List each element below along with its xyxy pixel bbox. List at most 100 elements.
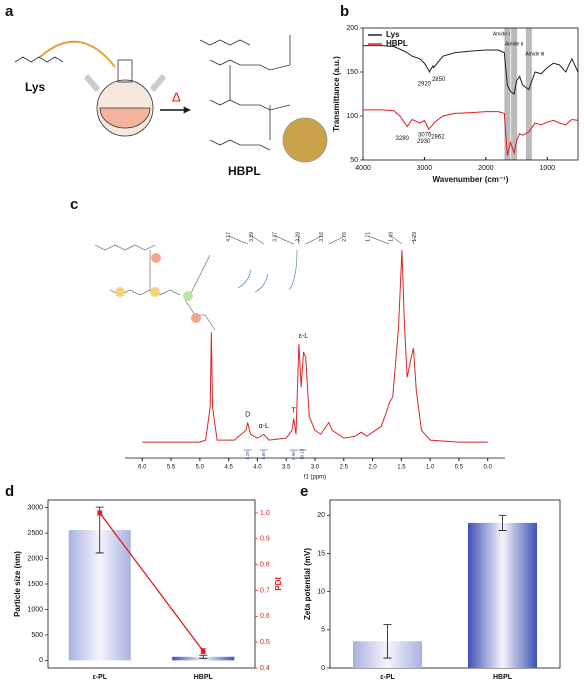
legend-label: HBPL	[386, 39, 408, 48]
y-tick-label: 150	[346, 69, 358, 76]
y-tick-label: 3000	[27, 504, 43, 511]
terminal-unit	[191, 313, 201, 323]
y-axis-label: Particle size (nm)	[13, 551, 22, 617]
x-axis-label: f1 (ppm)	[304, 475, 326, 481]
x-tick-label: 1.5	[397, 465, 406, 471]
molecule	[94, 244, 216, 331]
peak-leader	[305, 235, 322, 245]
peak-label: 1.29	[412, 232, 418, 242]
peak-label: 2.76	[342, 232, 348, 242]
assignment-label: α-L	[259, 423, 269, 430]
x-tick-label: 5.0	[196, 465, 205, 471]
band	[504, 28, 511, 160]
y-tick-label: 0.5	[260, 639, 270, 646]
integral-label: 1.28	[245, 451, 250, 460]
arrow	[39, 40, 116, 68]
y-tick-label: 15	[317, 550, 325, 557]
peak-label: 3.89	[249, 232, 255, 242]
y-tick-label: 0.8	[260, 561, 270, 568]
peak-leader	[275, 235, 294, 245]
integral-label: 10.13	[300, 448, 305, 460]
integral-label: 1.00	[261, 451, 266, 460]
error-bar	[199, 654, 208, 659]
y-tick-label: 500	[31, 632, 43, 639]
hbpl-photo	[282, 117, 328, 163]
x-tick-label: 3.0	[311, 465, 320, 471]
y-tick-label: 1.0	[260, 510, 270, 517]
pdi-line	[99, 512, 204, 652]
panel-label: d	[5, 483, 14, 500]
linear-unit	[115, 287, 125, 297]
x-tick-label: 4.0	[253, 465, 262, 471]
peak-label: 1.49	[389, 232, 395, 242]
x-tick-label: 3000	[417, 165, 433, 172]
arrow-head	[183, 106, 191, 114]
peak-leader	[228, 235, 248, 245]
x-tick-label: 5.5	[167, 465, 176, 471]
flask-side-necks	[83, 74, 167, 92]
peak-leader	[251, 235, 264, 245]
linear-unit	[183, 291, 193, 301]
y2-axis-label: PDI	[274, 577, 283, 590]
bar	[468, 522, 537, 668]
pdi-marker	[97, 510, 103, 516]
error-bar	[498, 514, 507, 531]
band	[525, 28, 532, 160]
peak-leader	[413, 235, 415, 245]
assignment-label: ε-L	[299, 333, 308, 340]
panel-label: a	[5, 3, 14, 20]
peak-label: 4.17	[226, 232, 232, 242]
product-label: HBPL	[228, 164, 261, 178]
y-tick-label: 0.4	[260, 665, 270, 672]
peak-annotation: 2850	[432, 77, 446, 83]
y-tick-label: 0	[321, 665, 325, 672]
x-tick-label: 2.5	[340, 465, 349, 471]
y-tick-label: 10	[317, 588, 325, 595]
peak-leader	[328, 235, 345, 245]
panel-label: e	[300, 483, 308, 500]
x-tick-label: 2.0	[368, 465, 377, 471]
x-tick-label: 1000	[539, 165, 555, 172]
x-axis-label: Wavenumber (cm⁻¹)	[433, 175, 509, 184]
x-tick-label: 0.5	[455, 465, 464, 471]
y-tick-label: 2500	[27, 530, 43, 537]
x-tick-label: 4.5	[224, 465, 233, 471]
x-tick-label: 6.0	[138, 465, 147, 471]
flask-neck	[117, 59, 133, 83]
x-tick-label: 1.0	[426, 465, 435, 471]
integral-label: 0.96	[291, 451, 296, 460]
band-label: Amide Ⅰ	[493, 31, 510, 37]
peak-leader	[368, 235, 390, 245]
plot-frame	[329, 499, 561, 669]
x-tick-label: ε-PL	[380, 674, 395, 681]
series-line	[363, 45, 579, 95]
pdi-marker	[200, 648, 206, 654]
hbpl-structure	[199, 35, 291, 151]
y-tick-label: 5	[321, 627, 325, 634]
y-tick-label: 1500	[27, 581, 43, 588]
peak-annotation: 2862	[431, 134, 445, 140]
lys-structure	[14, 56, 64, 63]
x-tick-label: 2000	[478, 165, 494, 172]
scheme	[14, 35, 328, 163]
peak-label: 1.71	[365, 232, 371, 242]
flask-liquid	[99, 107, 151, 129]
assignment-label: D	[245, 411, 250, 418]
peak-label: 3.28	[296, 232, 302, 242]
plot-frame	[362, 27, 579, 161]
y-tick-label: 0.7	[260, 587, 270, 594]
y-tick-label: 0.9	[260, 536, 270, 543]
x-tick-label: 3.5	[282, 465, 291, 471]
integral-curves	[237, 249, 298, 293]
y-axis-label: Transmittance (a.u.)	[332, 56, 341, 132]
peak-leader	[298, 235, 300, 245]
error-bar	[383, 624, 392, 659]
y-tick-label: 0	[39, 657, 43, 664]
y-tick-label: 1000	[27, 606, 43, 613]
y-tick-label: 100	[346, 113, 358, 120]
y-tick-label: 50	[350, 157, 358, 164]
peak-label: 3.16	[319, 232, 325, 242]
terminal-unit	[151, 253, 161, 263]
peak-annotation: 2930	[417, 139, 431, 145]
x-tick-label: HBPL	[194, 674, 214, 681]
